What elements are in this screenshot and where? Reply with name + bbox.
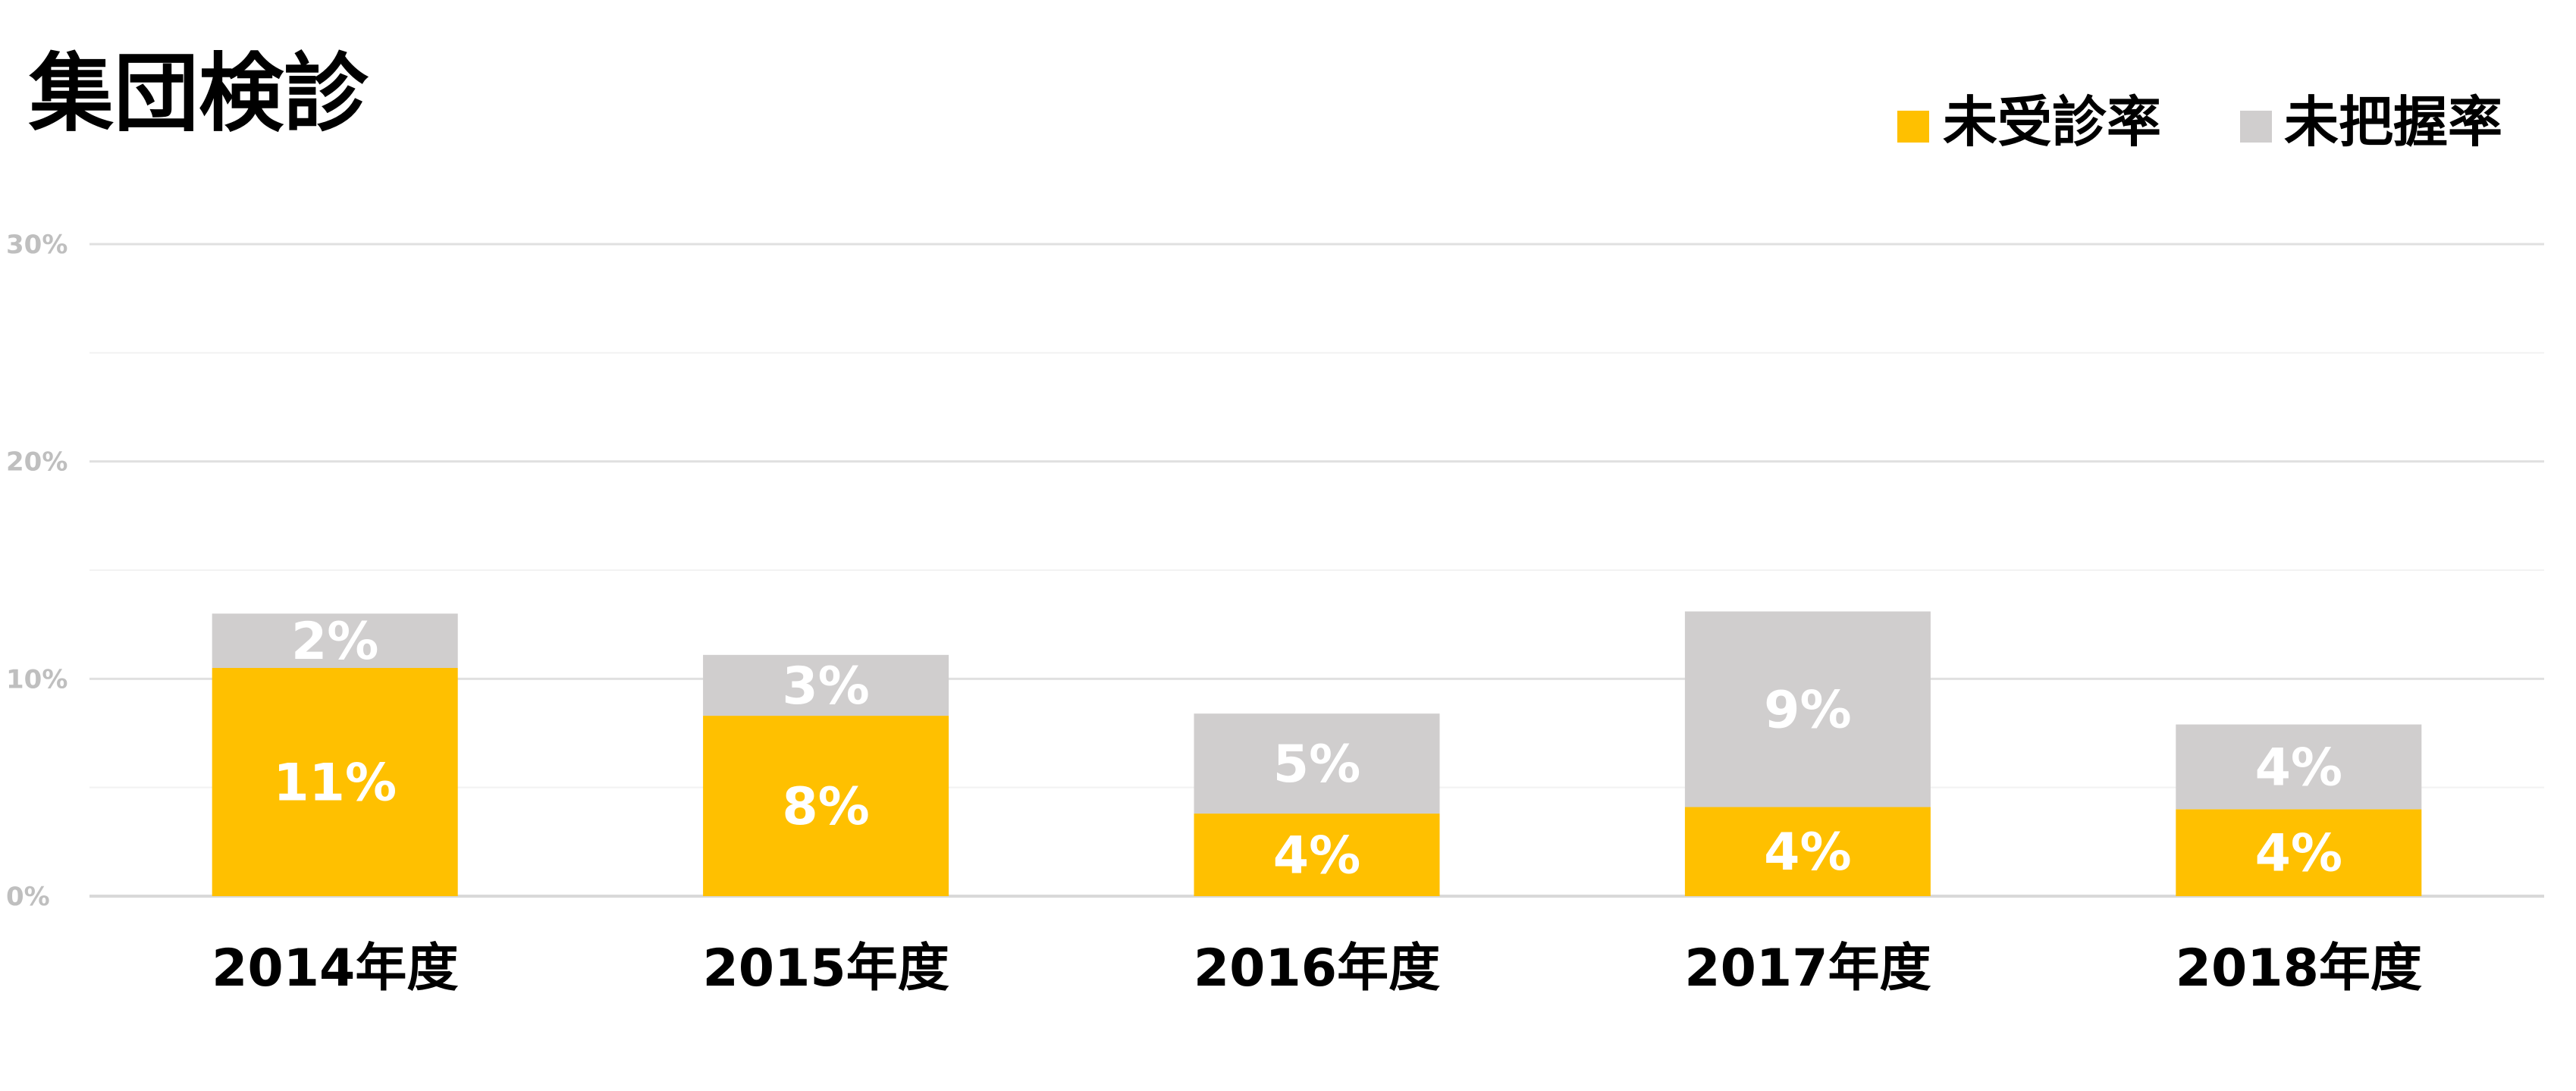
- bar-segment-unknown: [1194, 713, 1440, 814]
- data-label: 3%: [782, 657, 869, 716]
- x-axis-tick-labels: 2014年度 2015年度 2016年度 2017年度 2018年度: [212, 939, 2422, 999]
- bar-segment-unknown: [212, 613, 458, 668]
- y-tick-label: 10%: [6, 664, 67, 694]
- y-axis-tick-labels: 0% 10% 20% 30%: [6, 230, 67, 912]
- x-tick-label: 2014年度: [212, 939, 458, 999]
- x-tick-label: 2015年度: [702, 939, 949, 999]
- bar-segment-unexamined: [1684, 807, 1931, 896]
- data-label: 8%: [782, 777, 869, 837]
- bar-segment-unknown: [703, 654, 949, 716]
- data-label: 9%: [1764, 680, 1851, 740]
- data-label: 11%: [273, 754, 397, 814]
- y-tick-label: 20%: [6, 447, 67, 478]
- data-label: 4%: [1764, 823, 1851, 883]
- legend-label-unexamined: 未受診率: [1943, 90, 2161, 154]
- data-label: 2%: [291, 612, 378, 672]
- legend-swatch-unknown: [2240, 111, 2272, 143]
- bar-segment-unexamined: [2176, 809, 2422, 896]
- data-label: 4%: [2255, 738, 2342, 798]
- data-labels: 11% 2% 8% 3% 4% 5% 4% 9% 4% 4%: [273, 612, 2342, 886]
- bar-segment-unexamined: [212, 668, 458, 896]
- bar-segment-unknown: [1684, 611, 1931, 807]
- x-tick-label: 2018年度: [2176, 939, 2422, 999]
- x-tick-label: 2017年度: [1684, 939, 1931, 999]
- bar-segment-unexamined: [703, 716, 949, 896]
- legend: 未受診率 未把握率: [1897, 90, 2502, 154]
- chart-title: 集団検診: [28, 45, 369, 143]
- legend-swatch-unexamined: [1897, 111, 1929, 143]
- legend-label-unknown: 未把握率: [2284, 90, 2502, 154]
- data-label: 4%: [1273, 826, 1360, 886]
- bar-segment-unexamined: [1194, 814, 1440, 896]
- data-label: 5%: [1273, 735, 1360, 795]
- data-label: 4%: [2255, 824, 2342, 884]
- bar-segment-unknown: [2176, 724, 2422, 810]
- y-tick-label: 30%: [6, 230, 67, 260]
- bars: [212, 611, 2422, 896]
- x-tick-label: 2016年度: [1194, 939, 1440, 999]
- y-tick-label: 0%: [6, 882, 50, 912]
